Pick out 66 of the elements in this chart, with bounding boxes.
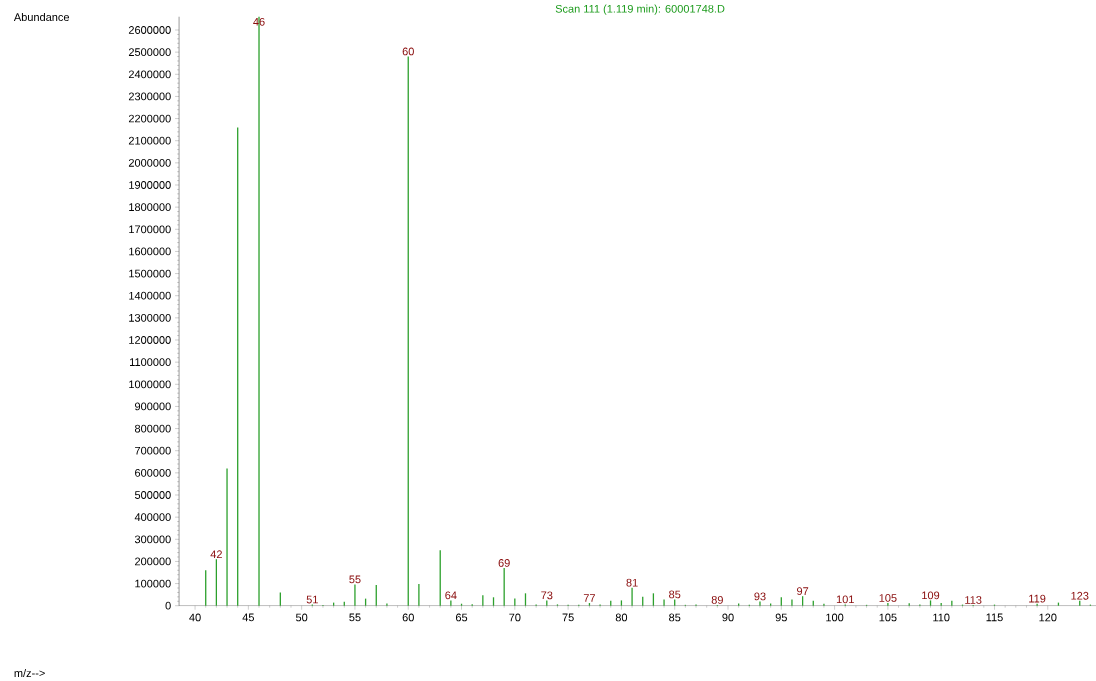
y-tick-label: 300000 xyxy=(134,535,171,544)
chart-title: Scan 111 (1.119 min): 60001748.D xyxy=(555,4,725,15)
x-tick-label: 120 xyxy=(1039,613,1057,622)
x-tick-label: 45 xyxy=(242,613,254,622)
x-tick-label: 105 xyxy=(879,613,897,622)
y-tick-label: 800000 xyxy=(134,424,171,433)
annotation: 101 xyxy=(836,595,854,604)
x-tick-label: 65 xyxy=(455,613,468,622)
annotation: 73 xyxy=(541,591,553,600)
y-tick-label: 1900000 xyxy=(129,181,171,189)
x-tick-label: 60 xyxy=(402,613,414,622)
y-tick-label: 0 xyxy=(165,601,171,610)
annotation: 85 xyxy=(669,590,681,599)
x-tick-label: 70 xyxy=(509,613,521,622)
x-tick-label: 85 xyxy=(669,613,681,622)
text: Abundance xyxy=(13,12,70,22)
y-tick-label: 1000000 xyxy=(129,380,171,389)
y-tick-label: 900000 xyxy=(135,402,171,411)
annotation: 60 xyxy=(402,47,414,56)
annotation: 55 xyxy=(349,575,361,584)
y-tick-label: 2300000 xyxy=(128,92,171,101)
y-tick-label: 2400000 xyxy=(128,70,171,79)
x-tick-label: 40 xyxy=(189,613,201,622)
x-tick-label: 50 xyxy=(295,613,308,622)
x-tick-label: 110 xyxy=(933,613,950,622)
x-tick-label: 95 xyxy=(775,613,787,622)
x-tick-label: 115 xyxy=(986,613,1003,622)
annotation: 89 xyxy=(711,596,723,604)
y-tick-label: 2100000 xyxy=(128,136,171,145)
y-tick-label: 400000 xyxy=(134,513,171,522)
annotation: 105 xyxy=(879,594,897,602)
annotation: 77 xyxy=(583,594,596,602)
y-tick-label: 1500000 xyxy=(129,269,171,278)
annotation: 81 xyxy=(626,578,638,587)
y-tick-label: 1100000 xyxy=(130,358,171,367)
annotation: 119 xyxy=(1029,594,1046,603)
annotation: 51 xyxy=(306,595,318,604)
y-tick-label: 2600000 xyxy=(128,26,171,34)
y-tick-label: 1800000 xyxy=(129,203,171,212)
y-tick-label: 1700000 xyxy=(129,225,171,234)
annotation: 113 xyxy=(965,596,982,604)
x-tick-label: 80 xyxy=(615,613,628,622)
y-tick-label: 200000 xyxy=(135,557,171,566)
annotation: 42 xyxy=(210,550,222,559)
y-tick-label: 2200000 xyxy=(128,114,171,123)
y-tick-label: 1300000 xyxy=(129,313,171,322)
y-tick-label: 1200000 xyxy=(129,336,171,344)
y-tick-label: 1400000 xyxy=(129,291,171,300)
y-tick-label: 2000000 xyxy=(128,158,171,167)
annotation: 93 xyxy=(754,592,766,601)
x-tick-label: 90 xyxy=(722,613,734,622)
y-tick-label: 600000 xyxy=(135,468,171,477)
text: m/z--> xyxy=(14,668,45,678)
x-tick-label: 100 xyxy=(826,613,844,622)
x-tick-label: 55 xyxy=(349,613,361,622)
annotation: 64 xyxy=(445,591,457,600)
annotation: 123 xyxy=(1071,591,1089,600)
y-tick-label: 500000 xyxy=(134,491,171,499)
annotation: 97 xyxy=(797,587,809,595)
y-tick-label: 1600000 xyxy=(129,247,171,256)
annotation: 69 xyxy=(498,559,510,567)
x-tick-label: 75 xyxy=(562,613,574,622)
y-tick-label: 700000 xyxy=(135,446,171,455)
annotation: 109 xyxy=(922,591,940,600)
y-tick-label: 2500000 xyxy=(128,48,171,57)
y-tick-label: 100000 xyxy=(135,579,171,588)
